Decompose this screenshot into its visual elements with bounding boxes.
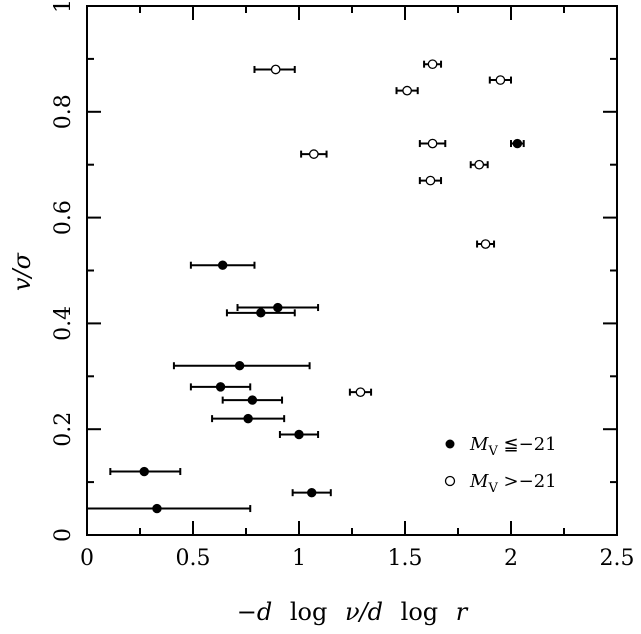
legend-1-subscript: V	[487, 444, 498, 459]
data-point-open	[427, 59, 438, 70]
legend-open-marker	[444, 475, 456, 487]
data-point-open	[270, 64, 281, 75]
x-label-part-4: log	[401, 598, 439, 626]
data-point-open	[425, 175, 436, 186]
data-point-open	[427, 138, 438, 149]
legend-entry-2: MV >−21	[469, 471, 557, 496]
y-tick-label: 0.4	[51, 306, 76, 341]
data-marks	[86, 59, 525, 514]
data-point-open	[480, 239, 491, 249]
y-tick-label: 0.6	[51, 200, 76, 235]
data-point-filled	[215, 382, 226, 392]
legend-2-rest: >−21	[498, 471, 557, 492]
legend-2-subscript: V	[487, 481, 498, 496]
data-point-open	[495, 75, 506, 85]
data-point-filled	[307, 487, 317, 498]
x-tick-label: 0	[80, 546, 94, 571]
legend: MV ≦−21 MV >−21	[444, 434, 557, 496]
legend-1-rest: ≦−21	[498, 434, 557, 455]
x-label-part-5: r	[456, 598, 469, 626]
data-point-open	[355, 387, 366, 398]
plot-frame	[86, 5, 618, 536]
data-point-filled	[139, 466, 149, 477]
y-tick-label: 0.2	[51, 412, 76, 447]
y-tick-label: 0	[51, 528, 76, 542]
x-label-part-2: log	[290, 598, 328, 626]
data-point-filled	[256, 308, 266, 318]
x-tick-label: 1.5	[388, 546, 423, 571]
data-point-open	[474, 159, 485, 170]
data-point-filled	[234, 361, 245, 371]
x-label-part-3: ν/d	[345, 598, 383, 626]
y-axis-label: v/σ	[8, 252, 36, 291]
x-axis-label: −d log ν/d log r	[237, 598, 469, 626]
legend-1-symbol: M	[469, 434, 489, 455]
tick-labels: 0 0.5 1 1.5 2 2.5 0 0.2 0.4 0.6 0.8 1	[51, 0, 635, 571]
legend-entry-1: MV ≦−21	[469, 434, 557, 459]
legend-2-symbol: M	[469, 471, 489, 492]
data-point-filled	[273, 302, 283, 313]
x-label-part-1: −d	[237, 598, 272, 626]
data-point-filled	[217, 260, 228, 270]
y-tick-label: 0.8	[51, 94, 76, 129]
x-tick-label: 0.5	[176, 546, 211, 571]
legend-filled-marker	[445, 439, 455, 449]
data-point-open	[402, 85, 412, 96]
x-tick-label: 1	[292, 546, 306, 571]
data-point-filled	[243, 413, 253, 424]
data-point-filled	[152, 503, 162, 514]
data-point-filled	[512, 138, 523, 149]
y-tick-label: 1	[51, 0, 76, 13]
axis-ticks	[86, 5, 618, 536]
x-tick-label: 2	[504, 546, 518, 571]
data-point-filled	[247, 395, 258, 405]
data-point-open	[308, 149, 319, 159]
data-point-filled	[294, 429, 304, 440]
x-tick-label: 2.5	[600, 546, 635, 571]
